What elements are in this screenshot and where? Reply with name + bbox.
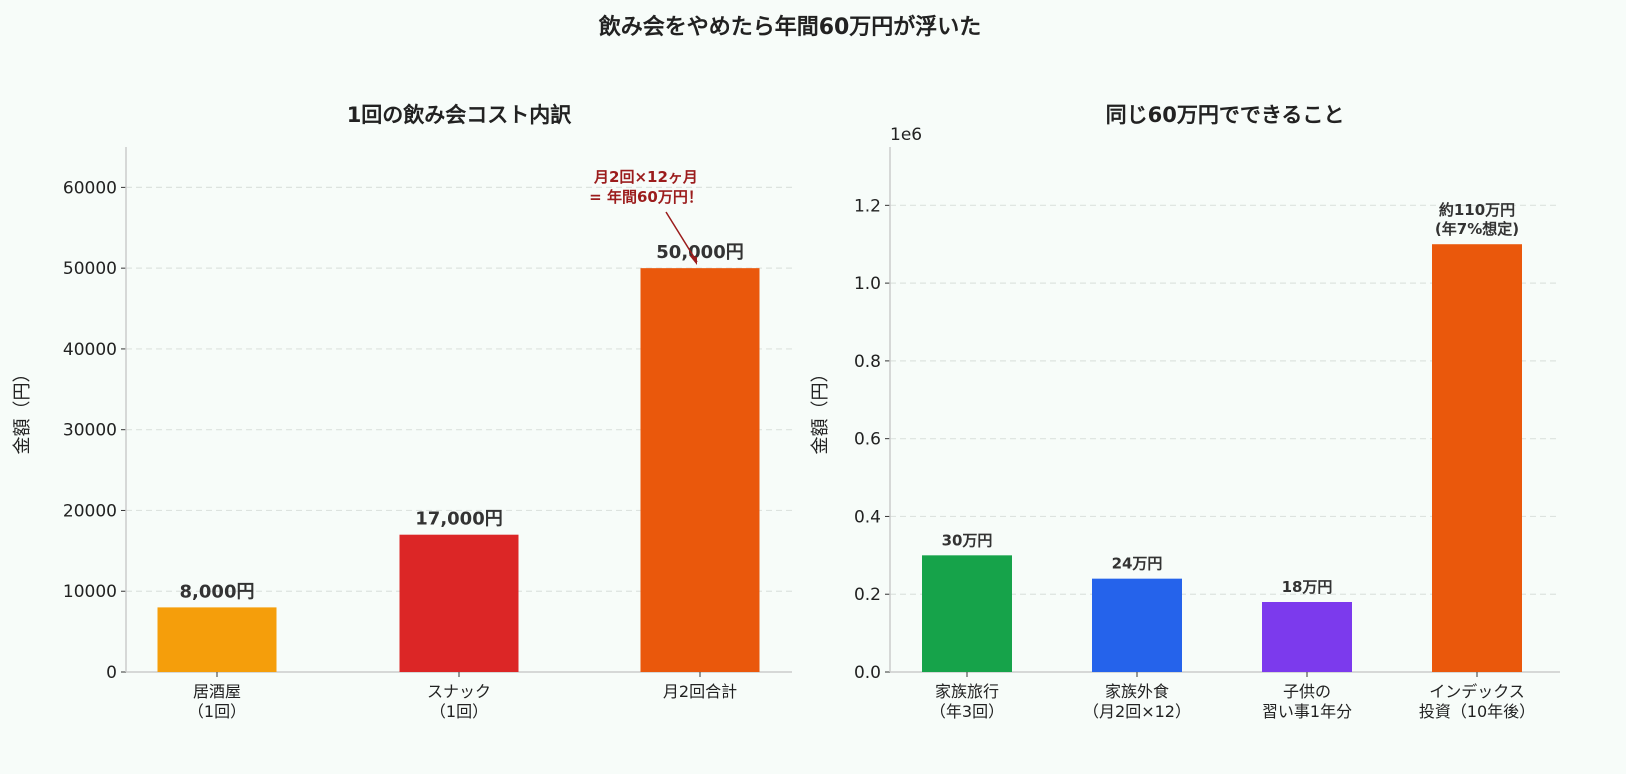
y-axis-label: 金額（円）	[12, 365, 33, 455]
bar	[640, 268, 760, 672]
y-tick-label: 60000	[63, 178, 117, 198]
x-tick-label: 居酒屋（1回）	[188, 682, 246, 721]
y-axis-label: 金額（円）	[810, 365, 831, 455]
data-label: 30万円	[942, 531, 993, 549]
annotation-arrow	[665, 211, 698, 263]
annotation-arrowhead	[689, 255, 697, 265]
y-tick-label: 40000	[63, 340, 117, 360]
y-tick-label: 50000	[63, 259, 117, 279]
data-label: 24万円	[1112, 555, 1163, 573]
chart-title: 1回の飲み会コスト内訳	[347, 103, 573, 127]
data-label: 50,000円	[656, 242, 743, 263]
suptitle: 飲み会をやめたら年間60万円が浮いた	[598, 14, 982, 40]
bar	[1092, 578, 1182, 672]
y-tick-label: 0	[106, 663, 117, 683]
x-tick-label: 子供の習い事1年分	[1262, 682, 1352, 721]
y-tick-label: 30000	[63, 421, 117, 441]
y-tick-label: 1.0	[854, 274, 881, 294]
y-offset-label: 1e6	[890, 125, 922, 145]
y-tick-label: 20000	[63, 501, 117, 521]
x-tick-label: 家族旅行（年3回）	[930, 682, 1004, 721]
x-tick-label: スナック（1回）	[427, 682, 491, 721]
bar	[922, 555, 1012, 672]
right-chart-alternatives: 同じ60万円でできること 0.0 0.2 0.4 0.6 0.8 1.0 1.2 金額（円） 1e…	[810, 103, 1560, 721]
data-label: 約110万円(年7%想定)	[1435, 201, 1519, 238]
x-tick-label: インデックス投資（10年後）	[1419, 682, 1535, 721]
x-tick-label: 月2回合計	[663, 682, 737, 701]
y-tick-label: 0.6	[854, 430, 881, 450]
bar	[1262, 602, 1352, 672]
y-tick-label: 0.0	[854, 663, 881, 683]
y-tick-label: 0.2	[854, 585, 881, 605]
bar	[157, 607, 277, 672]
y-tick-label: 1.2	[854, 196, 881, 216]
y-tick-label: 10000	[63, 582, 117, 602]
data-label: 18万円	[1282, 578, 1333, 596]
bar	[399, 534, 519, 672]
chart-title: 同じ60万円でできること	[1106, 103, 1345, 127]
y-tick-label: 0.8	[854, 352, 881, 372]
left-chart-cost-breakdown: 1回の飲み会コスト内訳 0 10000 20000 30000 40000 50000 600…	[12, 103, 792, 721]
data-label: 17,000円	[415, 509, 502, 530]
annotation-text: 月2回×12ヶ月= 年間60万円！	[589, 168, 703, 206]
bar	[1432, 244, 1522, 672]
data-label: 8,000円	[180, 581, 255, 602]
x-tick-label: 家族外食（月2回×12）	[1083, 682, 1191, 721]
y-tick-label: 0.4	[854, 507, 881, 527]
